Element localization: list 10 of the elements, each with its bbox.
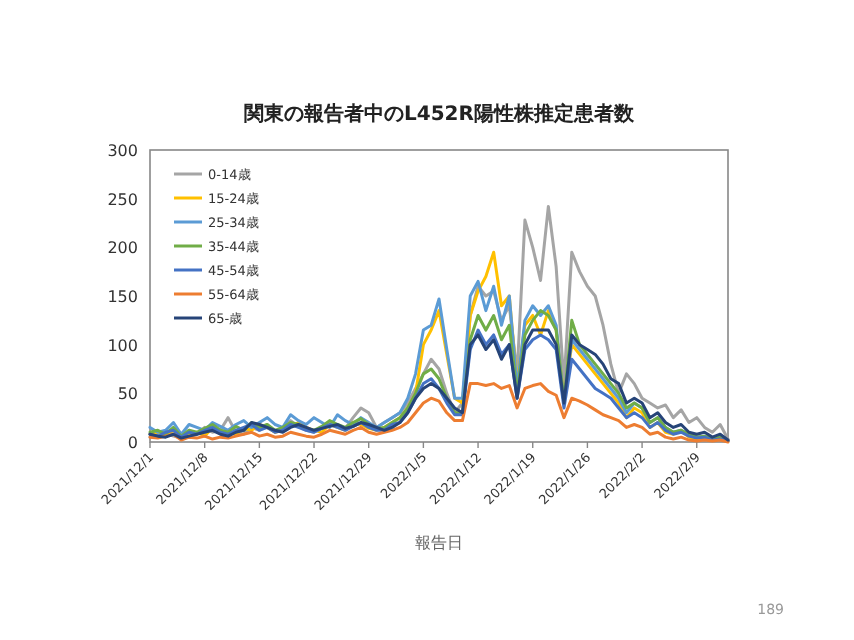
x-axis-title: 報告日 bbox=[415, 534, 463, 552]
y-tick-label: 50 bbox=[117, 385, 138, 404]
line-series bbox=[148, 382, 730, 444]
y-tick-label: 300 bbox=[107, 142, 138, 160]
chart-title: 関東の報告者中のL452R陽性株推定患者数 bbox=[244, 102, 636, 126]
y-tick-label: 250 bbox=[107, 190, 138, 209]
y-tick-label: 150 bbox=[107, 288, 138, 306]
y-tick-label: 100 bbox=[107, 336, 138, 355]
y-tick-label: 200 bbox=[107, 239, 138, 258]
y-tick-label: 0 bbox=[127, 434, 138, 452]
